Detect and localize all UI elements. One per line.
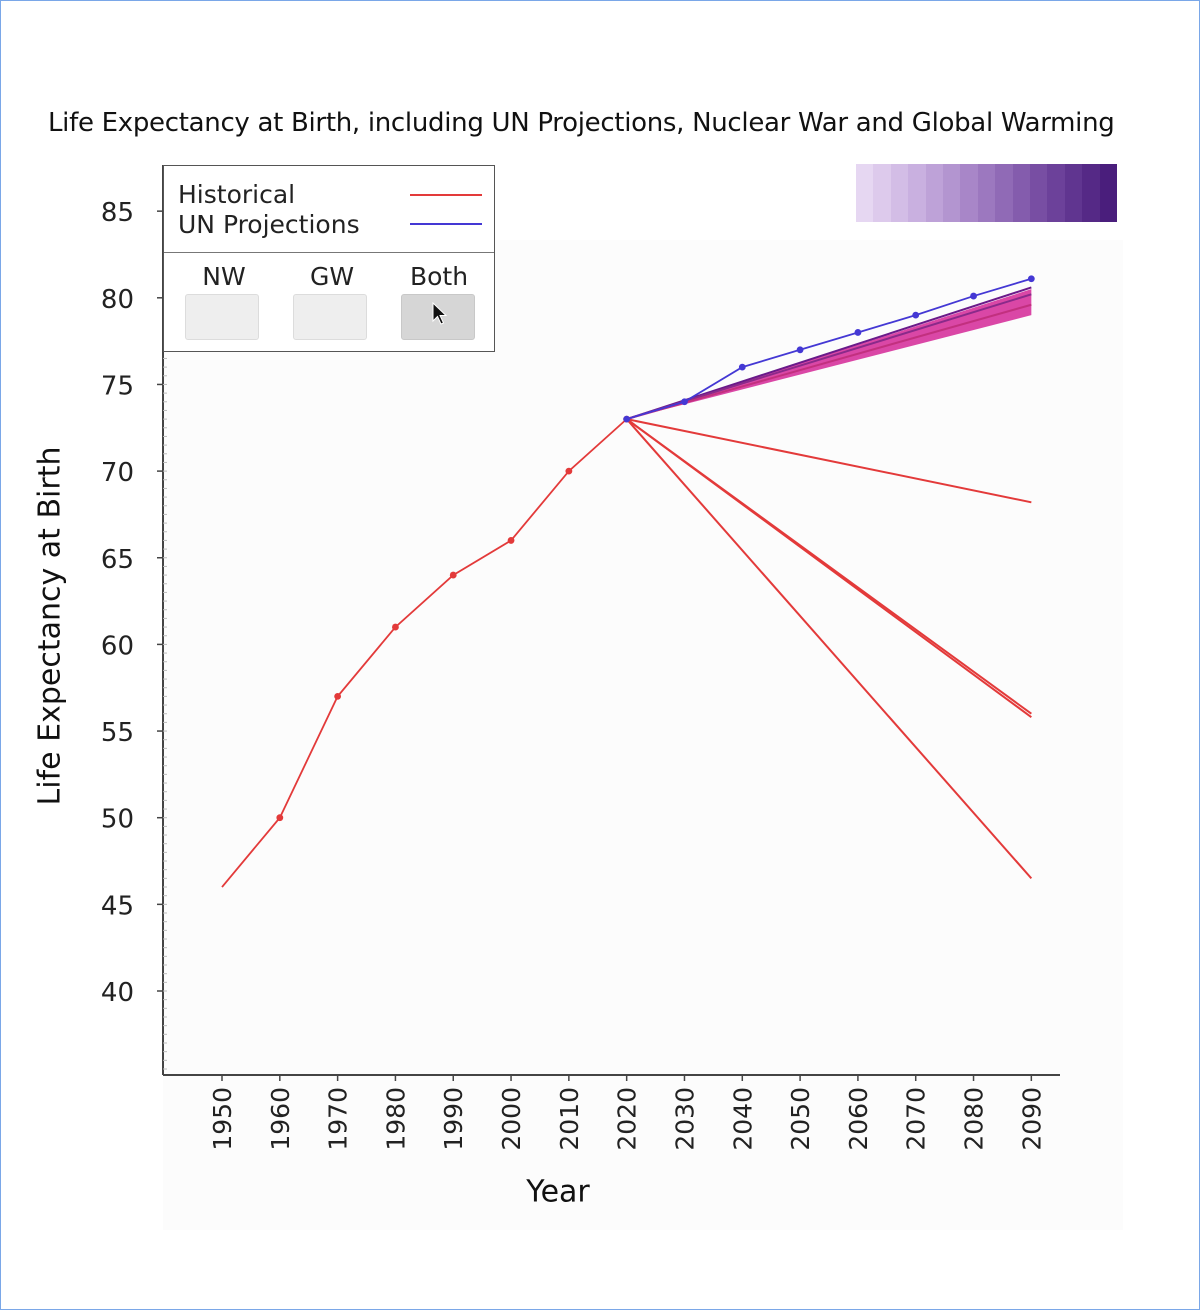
data-point <box>681 398 688 406</box>
x-tick-label: 2010 <box>555 1087 584 1151</box>
data-point <box>276 814 284 822</box>
scenario-line <box>625 418 1033 880</box>
series-line <box>221 418 628 888</box>
color-scale-step <box>995 164 1013 222</box>
data-point <box>854 329 862 336</box>
color-scale-step <box>1082 164 1100 222</box>
gw-toggle-button[interactable] <box>293 294 367 340</box>
color-scale-step <box>908 164 926 222</box>
legend-label-historical: Historical <box>178 180 296 209</box>
data-point <box>623 415 631 423</box>
data-point <box>1027 275 1035 283</box>
data-point <box>449 571 457 579</box>
y-tick-label: 65 <box>101 545 134 575</box>
color-scale-step <box>1064 164 1083 222</box>
y-tick-label: 75 <box>101 371 134 401</box>
x-tick-label: 1960 <box>266 1087 295 1151</box>
y-axis-label: Life Expectancy at Birth <box>32 446 68 806</box>
toggle-label-both: Both <box>409 262 469 291</box>
y-tick-label: 80 <box>101 285 134 315</box>
x-tick-label: 2070 <box>902 1087 931 1151</box>
color-scale-step <box>890 164 909 222</box>
y-tick-label: 85 <box>101 198 134 228</box>
color-scale-step <box>1047 164 1065 222</box>
color-scale-step <box>977 164 996 222</box>
y-tick-label: 50 <box>101 805 134 835</box>
color-scale-step <box>1030 164 1048 222</box>
x-tick-label: 2000 <box>497 1087 526 1151</box>
color-scale-step <box>856 164 874 222</box>
data-point <box>970 292 977 300</box>
data-point <box>796 346 804 354</box>
data-point <box>912 311 920 319</box>
y-tick-label: 60 <box>101 631 134 661</box>
nw-toggle-button[interactable] <box>185 294 259 340</box>
x-tick-label: 2060 <box>844 1087 873 1151</box>
x-tick-label: 1970 <box>324 1087 353 1151</box>
x-tick-label: 2050 <box>786 1087 815 1151</box>
legend-divider <box>164 252 494 253</box>
toggle-label-gw: GW <box>309 262 355 291</box>
color-scale-step <box>943 164 961 222</box>
toggle-label-nw: NW <box>202 262 246 291</box>
chart-title: Life Expectancy at Birth, including UN P… <box>48 108 1115 138</box>
series-line <box>626 277 1032 420</box>
mouse-pointer-icon <box>432 302 448 325</box>
color-scale-bar <box>856 164 1118 222</box>
x-tick-label: 1990 <box>439 1087 468 1151</box>
data-point <box>392 623 399 631</box>
legend-swatch-historical <box>410 194 482 196</box>
x-axis-label: Year <box>526 1174 590 1210</box>
legend-swatch-un-projections <box>410 223 482 225</box>
color-scale-step <box>873 164 891 222</box>
data-point <box>334 692 342 700</box>
x-tick-label: 2080 <box>960 1087 989 1151</box>
y-tick-label: 55 <box>101 718 134 748</box>
data-point <box>565 467 573 475</box>
y-tick-label: 40 <box>101 978 134 1008</box>
x-tick-label: 1950 <box>208 1087 237 1151</box>
legend-label-un-projections: UN Projections <box>178 210 360 239</box>
color-scale-step <box>1012 164 1031 222</box>
x-tick-label: 2040 <box>728 1087 757 1151</box>
x-tick-label: 2030 <box>670 1087 699 1151</box>
color-scale-step <box>1099 164 1118 222</box>
x-tick-label: 1980 <box>381 1087 410 1151</box>
warming-line <box>626 303 1032 421</box>
scenario-line <box>626 418 1032 718</box>
warming-line <box>626 286 1032 421</box>
y-tick-label: 45 <box>101 891 134 921</box>
y-tick-label: 70 <box>101 458 134 488</box>
warming-line <box>626 293 1032 421</box>
data-point <box>738 363 746 371</box>
data-point <box>507 537 515 544</box>
scenario-line <box>626 418 1032 504</box>
color-scale-step <box>925 164 944 222</box>
x-tick-label: 2090 <box>1017 1087 1046 1151</box>
x-tick-label: 2020 <box>613 1087 642 1151</box>
color-scale-step <box>960 164 978 222</box>
